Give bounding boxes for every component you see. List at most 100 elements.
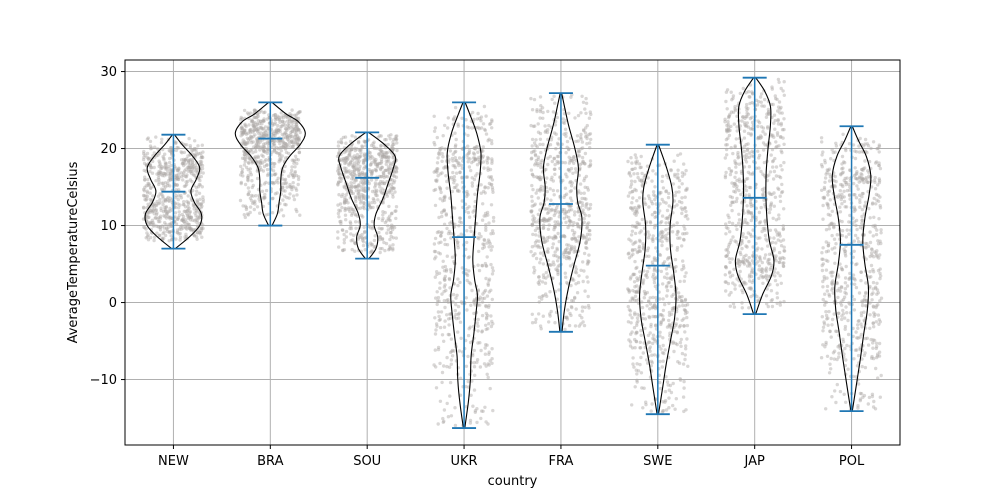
jitter-point	[553, 250, 557, 254]
jitter-point	[336, 211, 341, 216]
jitter-point	[562, 121, 567, 126]
jitter-point	[877, 179, 882, 183]
jitter-point	[256, 127, 260, 131]
jitter-point	[629, 179, 634, 183]
jitter-point	[200, 185, 204, 189]
jitter-group-new	[141, 135, 205, 243]
jitter-point	[252, 108, 257, 112]
jitter-point	[258, 160, 263, 165]
jitter-point	[179, 193, 183, 198]
jitter-point	[782, 256, 786, 261]
jitter-point	[257, 132, 261, 136]
jitter-point	[144, 227, 148, 231]
jitter-point	[438, 197, 442, 201]
jitter-point	[146, 238, 151, 242]
jitter-point	[653, 197, 657, 202]
jitter-point	[289, 126, 293, 130]
jitter-point	[682, 379, 686, 384]
jitter-point	[158, 163, 162, 167]
jitter-point	[187, 222, 191, 227]
jitter-point	[740, 260, 745, 264]
jitter-point	[853, 156, 858, 161]
jitter-point	[776, 77, 781, 82]
jitter-point	[262, 164, 267, 169]
jitter-point	[768, 170, 773, 174]
jitter-point	[566, 168, 570, 172]
jitter-point	[842, 189, 846, 193]
jitter-point	[293, 170, 297, 174]
jitter-point	[189, 158, 193, 162]
jitter-point	[263, 125, 268, 129]
jitter-point	[157, 169, 161, 174]
jitter-point	[577, 235, 581, 239]
jitter-point	[469, 303, 473, 307]
jitter-point	[664, 228, 668, 232]
jitter-point	[201, 155, 205, 160]
jitter-point	[279, 124, 283, 129]
jitter-point	[484, 132, 489, 136]
jitter-point	[575, 134, 580, 138]
jitter-point	[529, 96, 533, 101]
jitter-point	[677, 178, 682, 183]
jitter-point	[187, 167, 191, 171]
jitter-point	[660, 174, 665, 179]
jitter-point	[567, 161, 572, 165]
jitter-point	[827, 371, 832, 375]
jitter-point	[291, 175, 296, 180]
jitter-point	[575, 291, 580, 295]
jitter-point	[826, 249, 831, 253]
jitter-point	[181, 173, 186, 177]
jitter-point	[443, 238, 447, 242]
jitter-point	[877, 322, 881, 326]
jitter-point	[147, 182, 151, 186]
jitter-point	[191, 218, 195, 222]
jitter-point	[262, 110, 266, 115]
jitter-point	[876, 239, 880, 243]
jitter-point	[870, 298, 874, 302]
jitter-point	[169, 146, 173, 150]
jitter-point	[272, 149, 277, 153]
jitter-point	[759, 92, 764, 96]
jitter-point	[353, 249, 357, 253]
jitter-point	[261, 148, 266, 152]
jitter-point	[274, 172, 278, 176]
jitter-point	[728, 260, 732, 265]
jitter-point	[875, 249, 879, 253]
jitter-point	[174, 173, 179, 177]
jitter-point	[368, 250, 373, 255]
jitter-point	[448, 394, 452, 398]
jitter-point	[728, 172, 733, 177]
jitter-point	[142, 206, 146, 210]
jitter-point	[253, 202, 257, 206]
jitter-point	[630, 346, 635, 350]
jitter-point	[651, 169, 655, 173]
jitter-point	[654, 306, 658, 311]
jitter-point	[257, 160, 261, 164]
jitter-point	[444, 213, 448, 217]
jitter-point	[363, 248, 367, 252]
jitter-point	[727, 257, 731, 261]
jitter-point	[451, 177, 455, 182]
jitter-point	[729, 290, 733, 295]
jitter-point	[685, 315, 689, 320]
jitter-point	[159, 140, 164, 145]
jitter-point	[283, 147, 288, 151]
jitter-point	[476, 329, 480, 333]
jitter-point	[261, 149, 266, 153]
jitter-point	[290, 119, 294, 124]
jitter-point	[733, 175, 737, 179]
jitter-point	[178, 225, 183, 229]
jitter-point	[261, 127, 265, 131]
jitter-point	[196, 144, 200, 148]
jitter-point	[283, 141, 287, 145]
jitter-point	[349, 213, 354, 217]
jitter-point	[244, 131, 248, 135]
jitter-point	[296, 158, 300, 162]
jitter-point	[284, 181, 289, 185]
jitter-point	[350, 147, 354, 152]
jitter-point	[445, 126, 450, 130]
jitter-point	[391, 186, 395, 190]
jitter-point	[255, 128, 259, 132]
jitter-point	[570, 199, 574, 203]
jitter-point	[240, 125, 244, 129]
